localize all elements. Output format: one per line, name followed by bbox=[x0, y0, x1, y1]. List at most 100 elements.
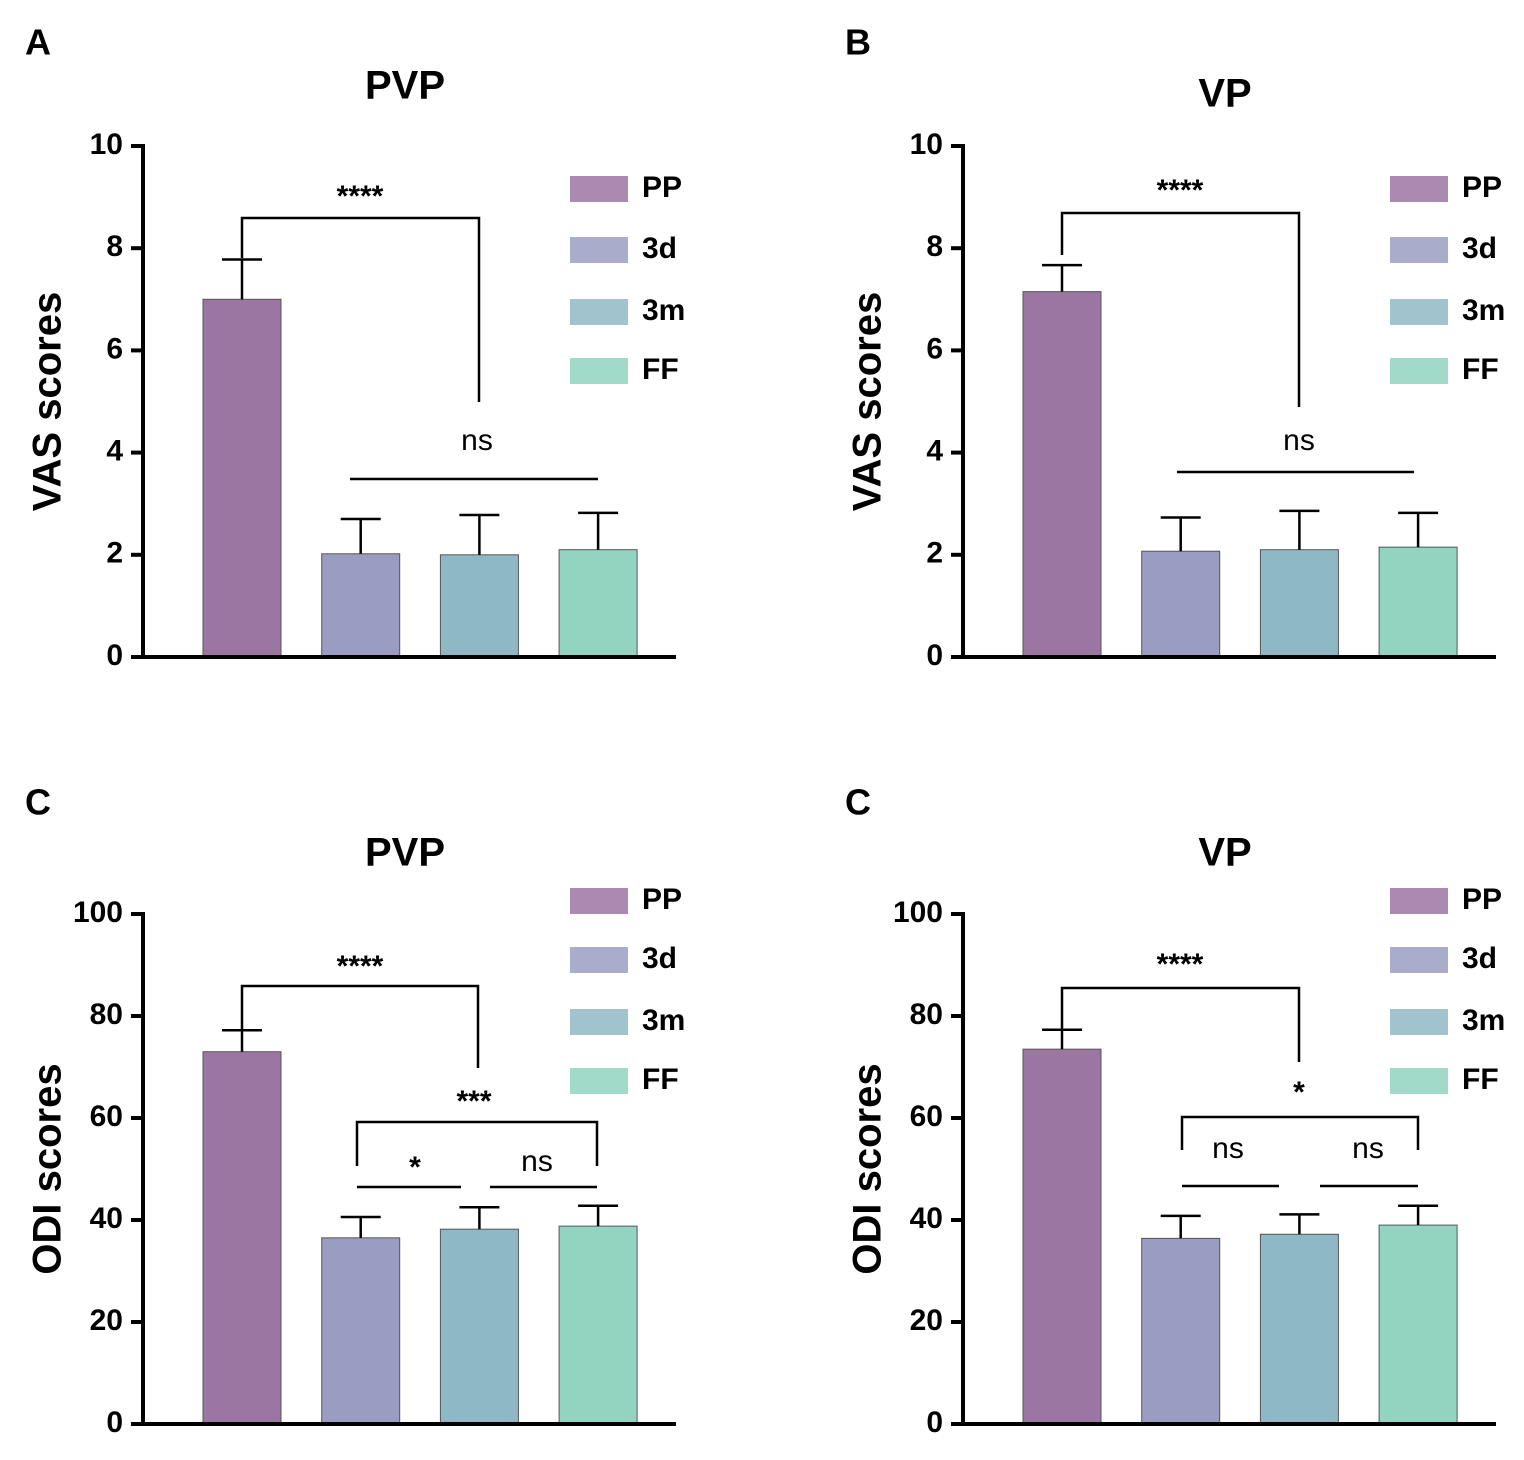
y-axis-label: VAS scores bbox=[846, 292, 890, 511]
legend-swatch bbox=[570, 299, 628, 325]
legend-swatch bbox=[1390, 237, 1448, 263]
legend-label: PP bbox=[1462, 171, 1502, 204]
significance-bracket bbox=[240, 984, 480, 1068]
legend-swatch bbox=[1390, 176, 1448, 202]
legend-label: PP bbox=[1462, 883, 1502, 916]
legend-label: FF bbox=[642, 1063, 679, 1096]
legend-swatch bbox=[570, 176, 628, 202]
chart-title: PVP bbox=[365, 831, 445, 875]
panel-label: C bbox=[845, 782, 871, 823]
y-tick-label: 0 bbox=[926, 639, 943, 672]
significance-label: ns bbox=[461, 424, 493, 457]
y-tick-label: 40 bbox=[90, 1202, 123, 1235]
y-tick-label: 8 bbox=[106, 230, 123, 263]
bar bbox=[558, 549, 638, 658]
legend-label: FF bbox=[642, 353, 679, 386]
chart-title: PVP bbox=[365, 64, 445, 108]
significance-bracket bbox=[240, 216, 481, 402]
legend-label: PP bbox=[642, 171, 682, 204]
bar bbox=[1022, 291, 1102, 658]
legend-swatch bbox=[1390, 1009, 1448, 1035]
y-tick-label: 10 bbox=[910, 128, 943, 161]
y-tick-label: 60 bbox=[910, 1100, 943, 1133]
bar bbox=[1022, 1048, 1102, 1425]
bar bbox=[202, 1051, 282, 1425]
significance-label: * bbox=[1293, 1076, 1305, 1109]
legend-label: 3d bbox=[642, 942, 677, 975]
panel-label: B bbox=[845, 22, 871, 63]
bar bbox=[1141, 1237, 1221, 1425]
y-tick-label: 20 bbox=[90, 1304, 123, 1337]
significance-bracket bbox=[1060, 211, 1301, 407]
legend-label: FF bbox=[1462, 1063, 1499, 1096]
y-tick-label: 60 bbox=[90, 1100, 123, 1133]
significance-label: **** bbox=[337, 180, 384, 213]
y-tick-label: 10 bbox=[90, 128, 123, 161]
legend-label: 3m bbox=[1462, 1004, 1505, 1037]
y-tick-label: 6 bbox=[106, 332, 123, 365]
y-tick-label: 8 bbox=[926, 230, 943, 263]
legend-label: FF bbox=[1462, 353, 1499, 386]
bar bbox=[1259, 1233, 1339, 1425]
legend-swatch bbox=[570, 358, 628, 384]
significance-bracket bbox=[1180, 1115, 1420, 1150]
bar bbox=[558, 1225, 638, 1425]
bar bbox=[1141, 550, 1221, 658]
chart-title: VP bbox=[1198, 72, 1251, 116]
significance-label: ns bbox=[1212, 1132, 1244, 1165]
legend-label: 3m bbox=[642, 294, 685, 327]
bar bbox=[1378, 546, 1458, 658]
legend-label: 3d bbox=[1462, 232, 1497, 265]
y-tick-label: 0 bbox=[106, 1406, 123, 1439]
legend-swatch bbox=[570, 888, 628, 914]
significance-label: *** bbox=[456, 1085, 491, 1118]
y-axis-label: ODI scores bbox=[846, 1063, 890, 1274]
panel-label: A bbox=[25, 22, 51, 63]
bar bbox=[439, 1228, 519, 1425]
bar bbox=[321, 1237, 401, 1425]
y-tick-label: 100 bbox=[73, 896, 123, 929]
bar bbox=[202, 298, 282, 658]
significance-label: ns bbox=[521, 1145, 553, 1178]
y-tick-label: 20 bbox=[910, 1304, 943, 1337]
significance-label: * bbox=[409, 1151, 421, 1184]
legend-swatch bbox=[1390, 947, 1448, 973]
y-tick-label: 4 bbox=[106, 435, 123, 468]
y-tick-label: 100 bbox=[893, 896, 943, 929]
panel-label: C bbox=[25, 782, 51, 823]
legend-label: 3m bbox=[1462, 294, 1505, 327]
y-tick-label: 2 bbox=[106, 537, 123, 570]
significance-label: **** bbox=[1157, 948, 1204, 981]
significance-label: ns bbox=[1283, 424, 1315, 457]
legend-swatch bbox=[570, 1009, 628, 1035]
significance-bracket bbox=[355, 1120, 599, 1166]
y-tick-label: 4 bbox=[926, 435, 943, 468]
y-axis-label: ODI scores bbox=[26, 1063, 70, 1274]
significance-label: ns bbox=[1352, 1132, 1384, 1165]
legend-swatch bbox=[1390, 888, 1448, 914]
y-tick-label: 80 bbox=[910, 998, 943, 1031]
legend-swatch bbox=[1390, 299, 1448, 325]
bar bbox=[439, 554, 519, 658]
legend-label: 3d bbox=[642, 232, 677, 265]
legend-swatch bbox=[570, 237, 628, 263]
bar bbox=[1259, 549, 1339, 658]
legend-label: PP bbox=[642, 883, 682, 916]
significance-label: **** bbox=[337, 950, 384, 983]
y-tick-label: 0 bbox=[926, 1406, 943, 1439]
legend-label: 3d bbox=[1462, 942, 1497, 975]
y-tick-label: 2 bbox=[926, 537, 943, 570]
legend-swatch bbox=[570, 947, 628, 973]
legend-swatch bbox=[570, 1068, 628, 1094]
significance-bracket bbox=[1060, 986, 1301, 1062]
y-tick-label: 6 bbox=[926, 332, 943, 365]
y-tick-label: 80 bbox=[90, 998, 123, 1031]
bar bbox=[321, 553, 401, 658]
chart-title: VP bbox=[1198, 831, 1251, 875]
bar bbox=[1378, 1224, 1458, 1425]
legend-label: 3m bbox=[642, 1004, 685, 1037]
legend-swatch bbox=[1390, 358, 1448, 384]
y-tick-label: 0 bbox=[106, 639, 123, 672]
significance-label: **** bbox=[1157, 174, 1204, 207]
